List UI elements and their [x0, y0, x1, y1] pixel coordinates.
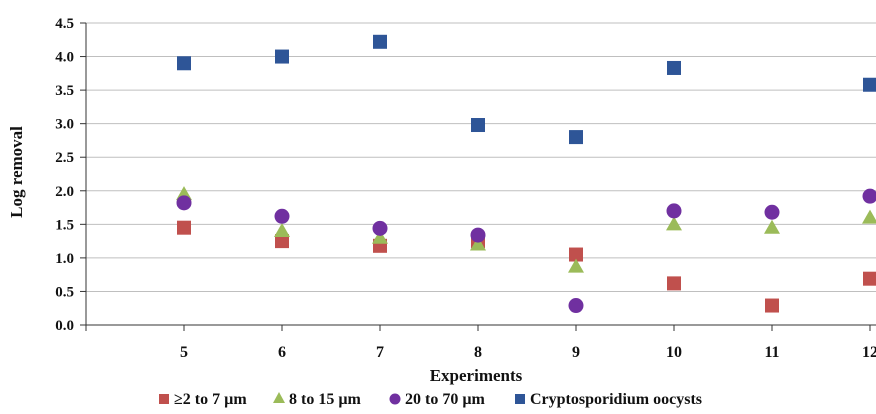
series-1-point [667, 276, 681, 291]
y-axis-title: Log removal [7, 126, 26, 218]
legend-label: 8 to 15 µm [289, 391, 362, 408]
x-tick-label: 11 [764, 344, 779, 361]
y-tick-label: 0.5 [55, 284, 74, 300]
legend-label: Cryptosporidium oocysts [530, 391, 702, 408]
series-2-point [764, 219, 780, 234]
y-tick-label: 1.5 [55, 217, 74, 233]
y-tick-label: 3.5 [55, 83, 74, 99]
legend-label: ≥2 to 7 µm [174, 391, 247, 408]
y-tick-label: 2.5 [55, 150, 74, 166]
x-tick-label: 10 [666, 344, 682, 361]
legend-marker [273, 392, 285, 403]
series-4-point [667, 60, 681, 75]
y-tick-label: 0.0 [55, 318, 74, 334]
series-1-point [177, 220, 191, 235]
series-3-point [568, 298, 584, 314]
series-4-point [275, 49, 289, 64]
series-4-point [471, 118, 485, 133]
y-tick-label: 4.0 [55, 50, 74, 66]
series-1-point [863, 271, 876, 286]
legend-item-3: 20 to 70 µm [389, 391, 486, 408]
x-tick-label: 7 [376, 344, 384, 361]
series-3-point [666, 203, 682, 219]
y-tick-label: 3.0 [55, 117, 74, 133]
series-2-point [666, 216, 682, 231]
series-4-point [177, 56, 191, 71]
series-3-point [862, 188, 876, 204]
series-4-point [569, 130, 583, 145]
x-tick-label: 6 [278, 344, 286, 361]
x-axis-title: Experiments [430, 366, 523, 385]
series-2-point [470, 236, 486, 251]
legend: ≥2 to 7 µm 8 to 15 µm 20 to 70 µm Cryptospo… [159, 391, 702, 408]
series-2-point [568, 258, 584, 273]
x-tick-label: 12 [862, 344, 876, 361]
legend-marker [515, 394, 525, 404]
series-2-point [372, 229, 388, 244]
series-1-point [569, 247, 583, 262]
series-3-point [470, 227, 486, 243]
legend-item-1: ≥2 to 7 µm [159, 391, 247, 408]
series-1-point [765, 298, 779, 313]
legend-item-4: Cryptosporidium oocysts [515, 391, 702, 408]
series-3-point [372, 220, 388, 236]
series-3-point [764, 204, 780, 220]
y-tick-label: 1.0 [55, 251, 74, 267]
series-2-point [862, 209, 876, 224]
series-2-point [274, 223, 290, 238]
x-axis-tick-labels: 5 6 7 8 9 10 11 12 [180, 344, 876, 361]
data-points [176, 34, 876, 314]
legend-marker [159, 394, 169, 404]
series-1-point [275, 234, 289, 249]
x-tick-label: 9 [572, 344, 580, 361]
x-tick-label: 5 [180, 344, 188, 361]
series-3-point [176, 195, 192, 211]
series-3-point [274, 208, 290, 224]
x-tick-label: 8 [474, 344, 482, 361]
y-axis-tick-labels: 0.0 0.5 1.0 1.5 2.0 2.5 3.0 3.5 4.0 4.5 [55, 16, 74, 334]
y-tick-label: 4.5 [55, 16, 74, 32]
legend-label: 20 to 70 µm [405, 391, 486, 408]
legend-marker [389, 393, 401, 405]
series-4-point [373, 34, 387, 49]
gridlines [86, 22, 876, 292]
y-tick-label: 2.0 [55, 184, 74, 200]
legend-item-2: 8 to 15 µm [273, 391, 362, 408]
series-4-point [863, 77, 876, 92]
axes [80, 22, 876, 331]
